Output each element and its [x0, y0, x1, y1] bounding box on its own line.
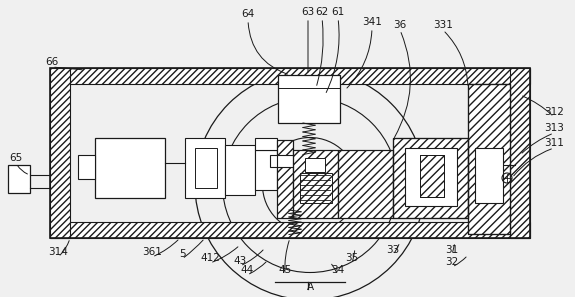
Bar [338, 150, 393, 218]
Bar [510, 68, 530, 238]
Bar [50, 68, 70, 238]
Bar [225, 145, 255, 195]
Bar [393, 138, 468, 218]
Text: 45: 45 [278, 265, 292, 275]
Text: 412: 412 [200, 253, 220, 263]
Bar [255, 138, 277, 150]
Bar [420, 155, 444, 197]
Text: 35: 35 [346, 253, 359, 263]
Bar [50, 68, 530, 84]
Text: 64: 64 [242, 9, 255, 19]
Bar [50, 68, 530, 238]
Bar [78, 155, 95, 179]
Text: 43: 43 [233, 256, 247, 266]
Bar [50, 222, 530, 238]
Bar [468, 84, 510, 234]
Bar [277, 140, 293, 218]
Text: 312: 312 [544, 107, 564, 117]
Bar [278, 75, 340, 123]
Bar [195, 148, 217, 188]
Text: 32: 32 [446, 257, 459, 267]
Text: A: A [306, 282, 313, 292]
Text: 63: 63 [301, 7, 315, 17]
Bar [475, 148, 503, 203]
Text: 313: 313 [544, 123, 564, 133]
Bar [468, 84, 510, 234]
Text: 36: 36 [393, 20, 407, 30]
Text: 331: 331 [433, 20, 453, 30]
Bar [393, 138, 468, 218]
Bar [300, 173, 332, 203]
Bar [95, 138, 165, 198]
Bar [405, 148, 457, 206]
Bar [338, 150, 393, 218]
Text: 61: 61 [331, 7, 344, 17]
Text: 31: 31 [446, 245, 459, 255]
Bar [255, 150, 277, 190]
Bar [293, 150, 338, 218]
Text: 5: 5 [179, 249, 185, 259]
Text: 44: 44 [240, 265, 254, 275]
Text: 33: 33 [386, 245, 400, 255]
Text: 62: 62 [315, 7, 329, 17]
Text: 361: 361 [142, 247, 162, 257]
Bar [185, 138, 225, 198]
Bar [270, 155, 340, 167]
Text: 314: 314 [48, 247, 68, 257]
Text: 34: 34 [331, 265, 344, 275]
Bar [8, 165, 30, 193]
Bar [293, 150, 338, 218]
Bar [420, 155, 444, 197]
Text: 311: 311 [544, 138, 564, 148]
Bar [277, 140, 293, 218]
Text: 65: 65 [9, 153, 22, 163]
Text: 341: 341 [362, 17, 382, 27]
Bar [305, 158, 325, 172]
Text: 66: 66 [45, 57, 59, 67]
